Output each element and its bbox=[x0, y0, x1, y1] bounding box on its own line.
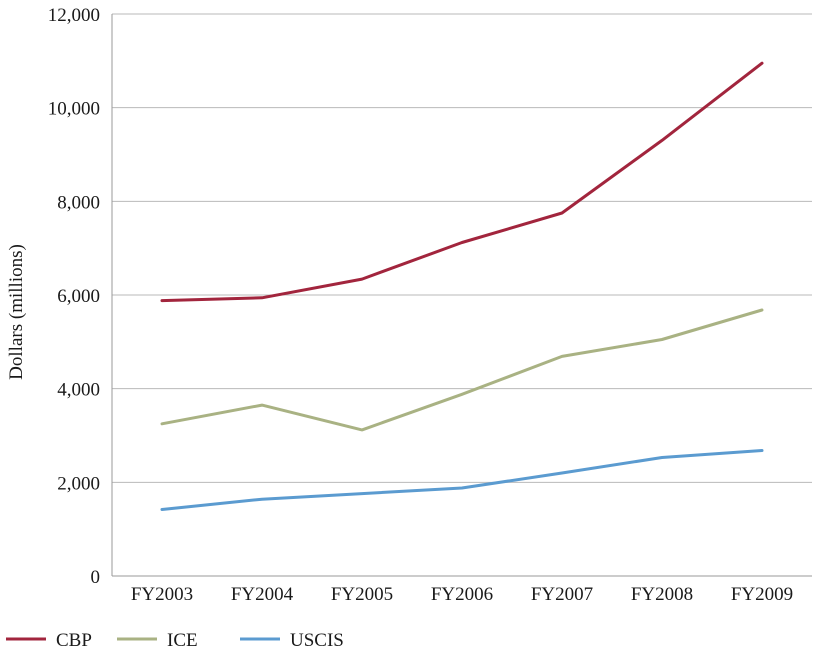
legend: CBP ICE USCIS bbox=[6, 630, 344, 651]
legend-label: USCIS bbox=[290, 630, 344, 651]
legend-item-uscis: USCIS bbox=[240, 630, 344, 651]
x-tick-label: FY2008 bbox=[631, 584, 693, 605]
y-tick-label: 4,000 bbox=[57, 380, 100, 401]
legend-item-ice: ICE bbox=[117, 630, 198, 651]
x-tick-label: FY2005 bbox=[331, 584, 393, 605]
gridlines bbox=[112, 13, 812, 483]
y-tick-label: 6,000 bbox=[57, 286, 100, 307]
legend-item-cbp: CBP bbox=[6, 630, 92, 651]
y-tick-label: 8,000 bbox=[57, 192, 100, 213]
y-tick-label: 0 bbox=[91, 567, 101, 588]
series-line-ice bbox=[160, 308, 764, 432]
axes bbox=[111, 14, 812, 577]
x-tick-label: FY2007 bbox=[531, 584, 593, 605]
x-tick-label: FY2009 bbox=[731, 584, 793, 605]
y-tick-label: 12,000 bbox=[48, 5, 100, 26]
y-tick-labels: 0 2,000 4,000 6,000 8,000 10,000 12,000 bbox=[48, 5, 100, 588]
y-axis-title: Dollars (millions) bbox=[6, 244, 27, 380]
y-tick-label: 2,000 bbox=[57, 473, 100, 494]
legend-label: ICE bbox=[167, 630, 198, 651]
series-line-uscis bbox=[160, 449, 764, 511]
x-tick-labels: FY2003 FY2004 FY2005 FY2006 FY2007 FY2008 FY20… bbox=[131, 584, 793, 605]
series-lines bbox=[160, 61, 764, 511]
legend-label: CBP bbox=[56, 630, 92, 651]
x-tick-label: FY2006 bbox=[431, 584, 493, 605]
x-tick-label: FY2003 bbox=[131, 584, 193, 605]
y-tick-label: 10,000 bbox=[48, 99, 100, 120]
x-tick-label: FY2004 bbox=[231, 584, 294, 605]
series-line-cbp bbox=[160, 61, 764, 303]
